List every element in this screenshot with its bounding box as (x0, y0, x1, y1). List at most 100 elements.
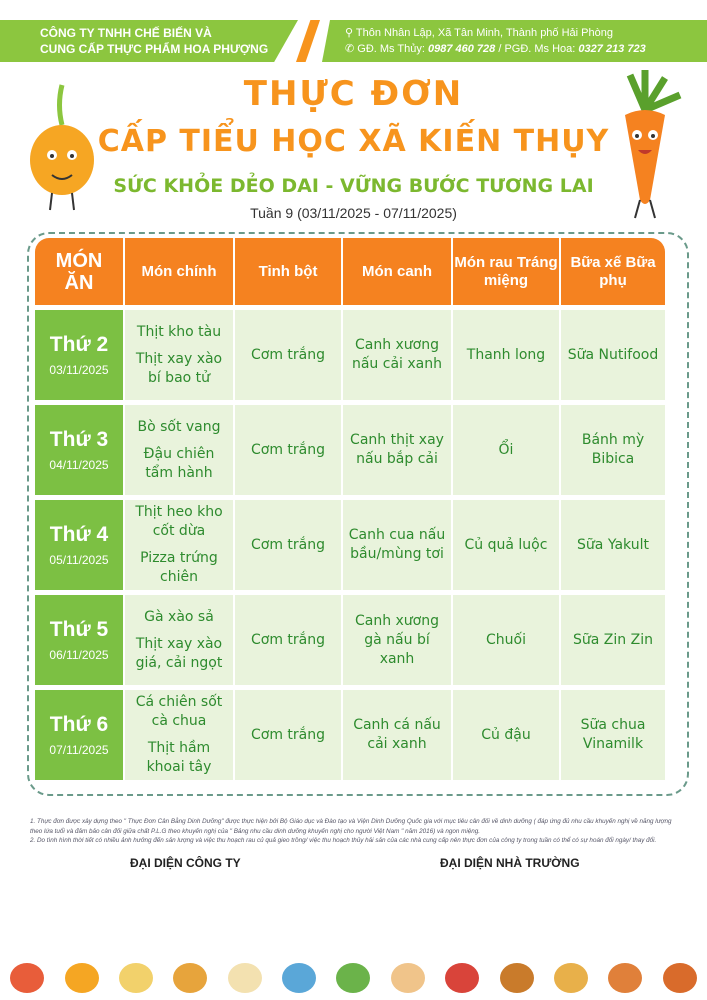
day-date: 06/11/2025 (49, 648, 109, 662)
soup-cell: Canh xương gà nấu bí xanh (343, 595, 451, 685)
day-name: Thứ 6 (49, 713, 109, 736)
snack-cell: Sữa Nutifood (561, 310, 665, 400)
snack-cell: Sữa Yakult (561, 500, 665, 590)
contact-label-1: GĐ. Ms Thủy: (357, 43, 428, 55)
soup-cell: Canh xương nấu cải xanh (343, 310, 451, 400)
starch-cell: Cơm trắng (235, 310, 341, 400)
orange-stripe (296, 20, 320, 62)
main-dish-cell: Bò sốt vang Đậu chiên tẩm hành (125, 405, 233, 495)
main-dish-cell: Gà xào sả Thịt xay xào giá, cải ngọt (125, 595, 233, 685)
main-dish-1: Gà xào sả (144, 608, 214, 625)
contact-label-2: / PGĐ. Ms Hoa: (495, 43, 579, 55)
main-dish-1: Thịt kho tàu (136, 323, 222, 340)
pizza-icon (499, 962, 534, 993)
food-icons-strip (0, 955, 707, 1000)
starch-cell: Cơm trắng (235, 690, 341, 780)
day-date: 05/11/2025 (49, 553, 109, 567)
day-cell: Thứ 3 04/11/2025 (35, 405, 123, 495)
header-left-band (0, 20, 298, 62)
main-dish-cell: Thịt heo kho cốt dừa Pizza trứng chiên (125, 500, 233, 590)
cookie-icon (173, 962, 208, 993)
page-title: THỰC ĐƠN (243, 74, 464, 114)
day-name: Thứ 3 (49, 428, 109, 451)
veg-dessert-cell: Chuối (453, 595, 559, 685)
vegetables-icon (445, 962, 480, 993)
soup-bowl-icon (227, 962, 262, 993)
day-cell: Thứ 6 07/11/2025 (35, 690, 123, 780)
main-dish-2: Thịt hầm khoai tây (146, 740, 212, 775)
day-cell: Thứ 5 06/11/2025 (35, 595, 123, 685)
table-row: Thứ 3 04/11/2025 Bò sốt vang Đậu chiên tẩm… (35, 405, 665, 495)
snack-cell: Sữa chua Vinamilk (561, 690, 665, 780)
table-row: Thứ 2 03/11/2025 Thịt kho tàu Thịt xay xào… (35, 310, 665, 400)
day-cell: Thứ 2 03/11/2025 (35, 310, 123, 400)
chicken-leg-icon (662, 962, 697, 993)
main-dish-cell: Thịt kho tàu Thịt xay xào bí bao tử (125, 310, 233, 400)
signature-school: ĐẠI DIỆN NHÀ TRƯỜNG (440, 856, 580, 870)
soup-cell: Canh thịt xay nấu bắp cải (343, 405, 451, 495)
page-subtitle: CẤP TIỂU HỌC XÃ KIẾN THỤY (97, 124, 610, 159)
col-header-starch: Tinh bột (235, 238, 341, 305)
day-cell: Thứ 4 05/11/2025 (35, 500, 123, 590)
soup-cell: Canh cá nấu cải xanh (343, 690, 451, 780)
table-header-row: MÓN ĂN Món chính Tinh bột Món canh Món r… (35, 238, 665, 305)
veg-dessert-cell: Ổi (453, 405, 559, 495)
phone-2: 0327 213 723 (578, 43, 646, 55)
company-line1: CÔNG TY TNHH CHẾ BIẾN VÀ (40, 26, 212, 40)
col-header-soup: Món canh (343, 238, 451, 305)
fruit-basket-icon (10, 962, 45, 993)
table-row: Thứ 6 07/11/2025 Cá chiên sốt cà chua Thịt… (35, 690, 665, 780)
main-dish-1: Cá chiên sốt cà chua (135, 694, 223, 729)
table-row: Thứ 5 06/11/2025 Gà xào sả Thịt xay xào gi… (35, 595, 665, 685)
week-range: Tuần 9 (03/11/2025 - 07/11/2025) (250, 205, 457, 221)
footnote-2: 2. Do tình hình thời tiết có nhiều ảnh h… (30, 837, 657, 844)
carrot-mascot-icon (625, 70, 682, 219)
day-date: 07/11/2025 (49, 743, 109, 757)
meal-plate-icon (608, 962, 643, 993)
pear-icon (64, 962, 99, 993)
col-header-main: Món chính (125, 238, 233, 305)
col-header-day: MÓN ĂN (35, 238, 123, 305)
location-pin-icon: ⚲ (345, 27, 356, 39)
main-dish-2: Đậu chiên tẩm hành (143, 445, 215, 481)
address: Thôn Nhân Lập, Xã Tân Minh, Thành phố Hả… (355, 27, 613, 39)
fish-icon (282, 962, 317, 993)
header-bar: CÔNG TY TNHH CHẾ BIẾN VÀ CUNG CẤP THỰC P… (0, 20, 707, 62)
salad-icon (336, 962, 371, 993)
slogan: SỨC KHỎE DẺO DAI - VỮNG BƯỚC TƯƠNG LAI (113, 175, 594, 197)
day-name: Thứ 5 (49, 618, 109, 641)
menu-table: MÓN ĂN Món chính Tinh bột Món canh Món r… (33, 233, 667, 785)
noodle-bowl-icon (390, 962, 425, 993)
contact-info: ⚲ Thôn Nhân Lập, Xã Tân Minh, Thành phố … (345, 25, 646, 57)
footnote-1: 1. Thực đơn được xây dựng theo " Thực Đơ… (30, 818, 672, 835)
day-name: Thứ 2 (49, 333, 109, 356)
signature-company: ĐẠI DIỆN CÔNG TY (130, 856, 241, 870)
day-date: 03/11/2025 (49, 363, 109, 377)
company-line2: CUNG CẤP THỰC PHẨM HOA PHƯỢNG (40, 42, 269, 56)
main-dish-1: Thịt heo kho cốt dừa (135, 504, 223, 539)
main-dish-2: Pizza trứng chiên (140, 550, 218, 585)
table-row: Thứ 4 05/11/2025 Thịt heo kho cốt dừa Pizz… (35, 500, 665, 590)
veg-dessert-cell: Củ quả luộc (453, 500, 559, 590)
snack-cell: Sữa Zin Zin (561, 595, 665, 685)
header-right-band (322, 20, 707, 62)
main-dish-2: Thịt xay xào bí bao tử (135, 350, 223, 386)
table-frame (27, 232, 689, 796)
col-header-veg: Món rau Tráng miệng (453, 238, 559, 305)
snack-cell: Bánh mỳ Bibica (561, 405, 665, 495)
main-dish-cell: Cá chiên sốt cà chua Thịt hầm khoai tây (125, 690, 233, 780)
col-header-snack: Bữa xế Bữa phụ (561, 238, 665, 305)
starch-cell: Cơm trắng (235, 595, 341, 685)
breakfast-plate-icon (118, 962, 153, 993)
phone-icon: ✆ (345, 43, 358, 55)
footnotes: 1. Thực đơn được xây dựng theo " Thực Đơ… (30, 817, 680, 846)
starch-cell: Cơm trắng (235, 405, 341, 495)
veg-dessert-cell: Củ đậu (453, 690, 559, 780)
veg-dessert-cell: Thanh long (453, 310, 559, 400)
main-dish-2: Thịt xay xào giá, cải ngọt (135, 635, 223, 671)
onion-mascot-icon (30, 84, 94, 211)
day-date: 04/11/2025 (49, 458, 109, 472)
starch-cell: Cơm trắng (235, 500, 341, 590)
phone-1: 0987 460 728 (427, 43, 496, 55)
soup-cell: Canh cua nấu bầu/mùng tơi (343, 500, 451, 590)
